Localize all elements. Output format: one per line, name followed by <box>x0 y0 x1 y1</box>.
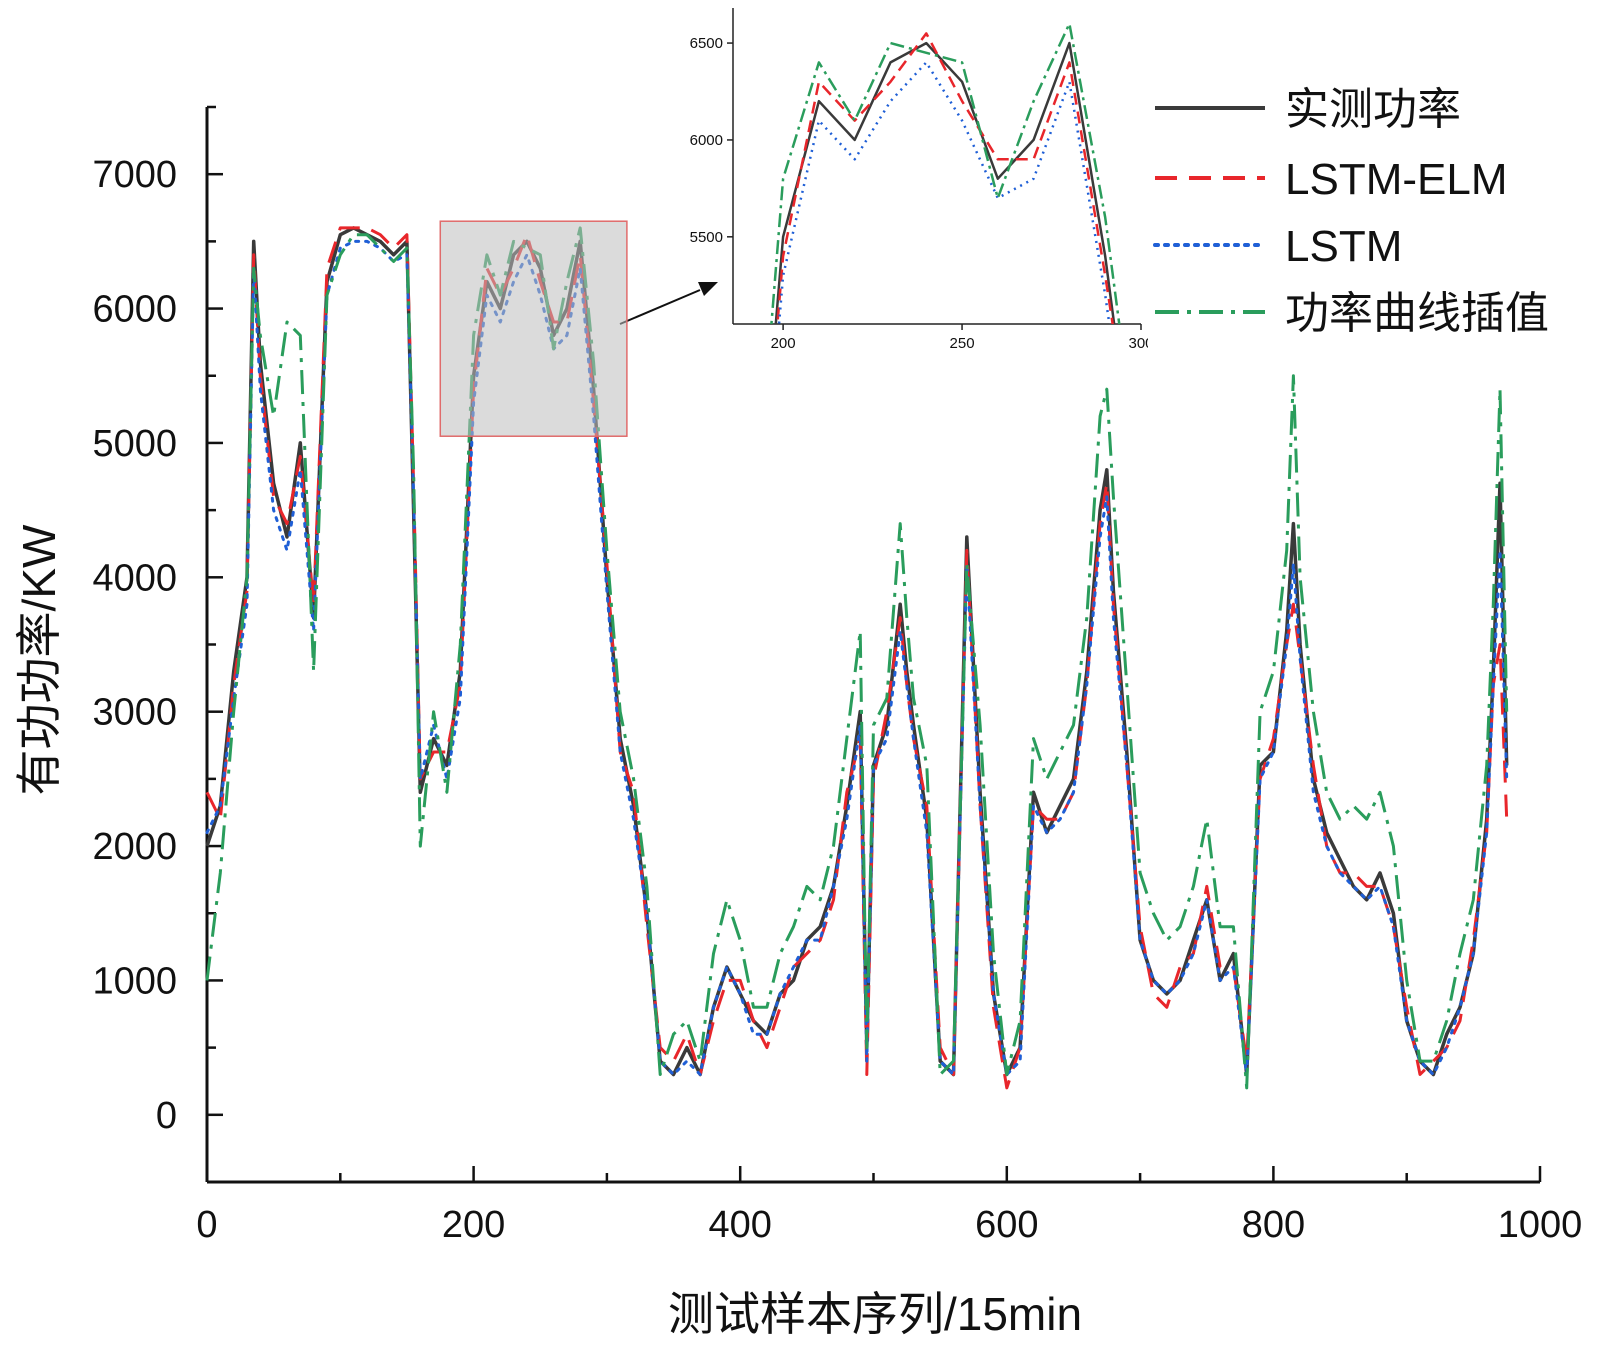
y-ticks: 0 1000 2000 3000 4000 5000 6000 7000 <box>92 105 223 1184</box>
series-line <box>205 226 1509 1077</box>
inset-y-tick-label: 5500 <box>690 229 723 246</box>
y-tick-label: 2000 <box>92 826 177 868</box>
inset-x-tick-label: 200 <box>771 335 796 352</box>
x-tick-label: 800 <box>1242 1204 1305 1246</box>
legend-label-measured: 实测功率 <box>1285 85 1461 134</box>
main-series-group <box>205 226 1509 1090</box>
inset-y-tick-label: 6000 <box>690 132 723 149</box>
inset-y-ticks: 5500 6000 6500 <box>690 35 733 246</box>
legend-label-lstm-elm: LSTM-ELM <box>1285 155 1507 204</box>
zoom-pointer-arrow <box>619 282 718 325</box>
y-tick-label: 6000 <box>92 289 177 331</box>
x-ticks: 0 200 400 600 800 1000 <box>196 1166 1582 1246</box>
x-axis-title: 测试样本序列/15min <box>668 1288 1082 1340</box>
y-tick-label: 7000 <box>92 154 177 196</box>
x-tick-label: 200 <box>442 1204 505 1246</box>
inset-x-ticks: 200 250 300 <box>771 324 1154 352</box>
legend-label-lstm: LSTM <box>1285 222 1402 271</box>
x-tick-label: 1000 <box>1498 1204 1583 1246</box>
x-tick-label: 600 <box>975 1204 1038 1246</box>
inset-y-tick-label: 6500 <box>690 35 723 52</box>
x-tick-label: 0 <box>196 1204 217 1246</box>
series-line <box>205 226 1509 1090</box>
y-tick-label: 3000 <box>92 692 177 734</box>
y-tick-label: 1000 <box>92 960 177 1002</box>
y-axis-title: 有功功率/KW <box>13 524 65 795</box>
legend-item: LSTM <box>1153 222 1402 271</box>
legend-label-power-curve-interp: 功率曲线插值 <box>1285 289 1549 338</box>
y-tick-label: 5000 <box>92 423 177 465</box>
inset-x-tick-label: 300 <box>1128 335 1153 352</box>
inset-x-tick-label: 250 <box>950 335 975 352</box>
inset-plot: 200 250 300 5500 6000 6500 <box>690 8 1154 352</box>
main-plot: 0 200 400 600 800 1000 0 1000 2000 3000 4000 5000 6… <box>92 105 1582 1246</box>
legend-item: LSTM-ELM <box>1155 155 1507 204</box>
legend: 实测功率 LSTM-ELM LSTM 功率曲线插值 <box>1148 80 1614 370</box>
legend-item: 功率曲线插值 <box>1155 289 1549 338</box>
zoom-highlight-region <box>439 220 628 437</box>
y-tick-label: 4000 <box>92 557 177 599</box>
x-tick-label: 400 <box>708 1204 771 1246</box>
legend-item: 实测功率 <box>1155 85 1461 134</box>
y-tick-label: 0 <box>156 1095 177 1137</box>
